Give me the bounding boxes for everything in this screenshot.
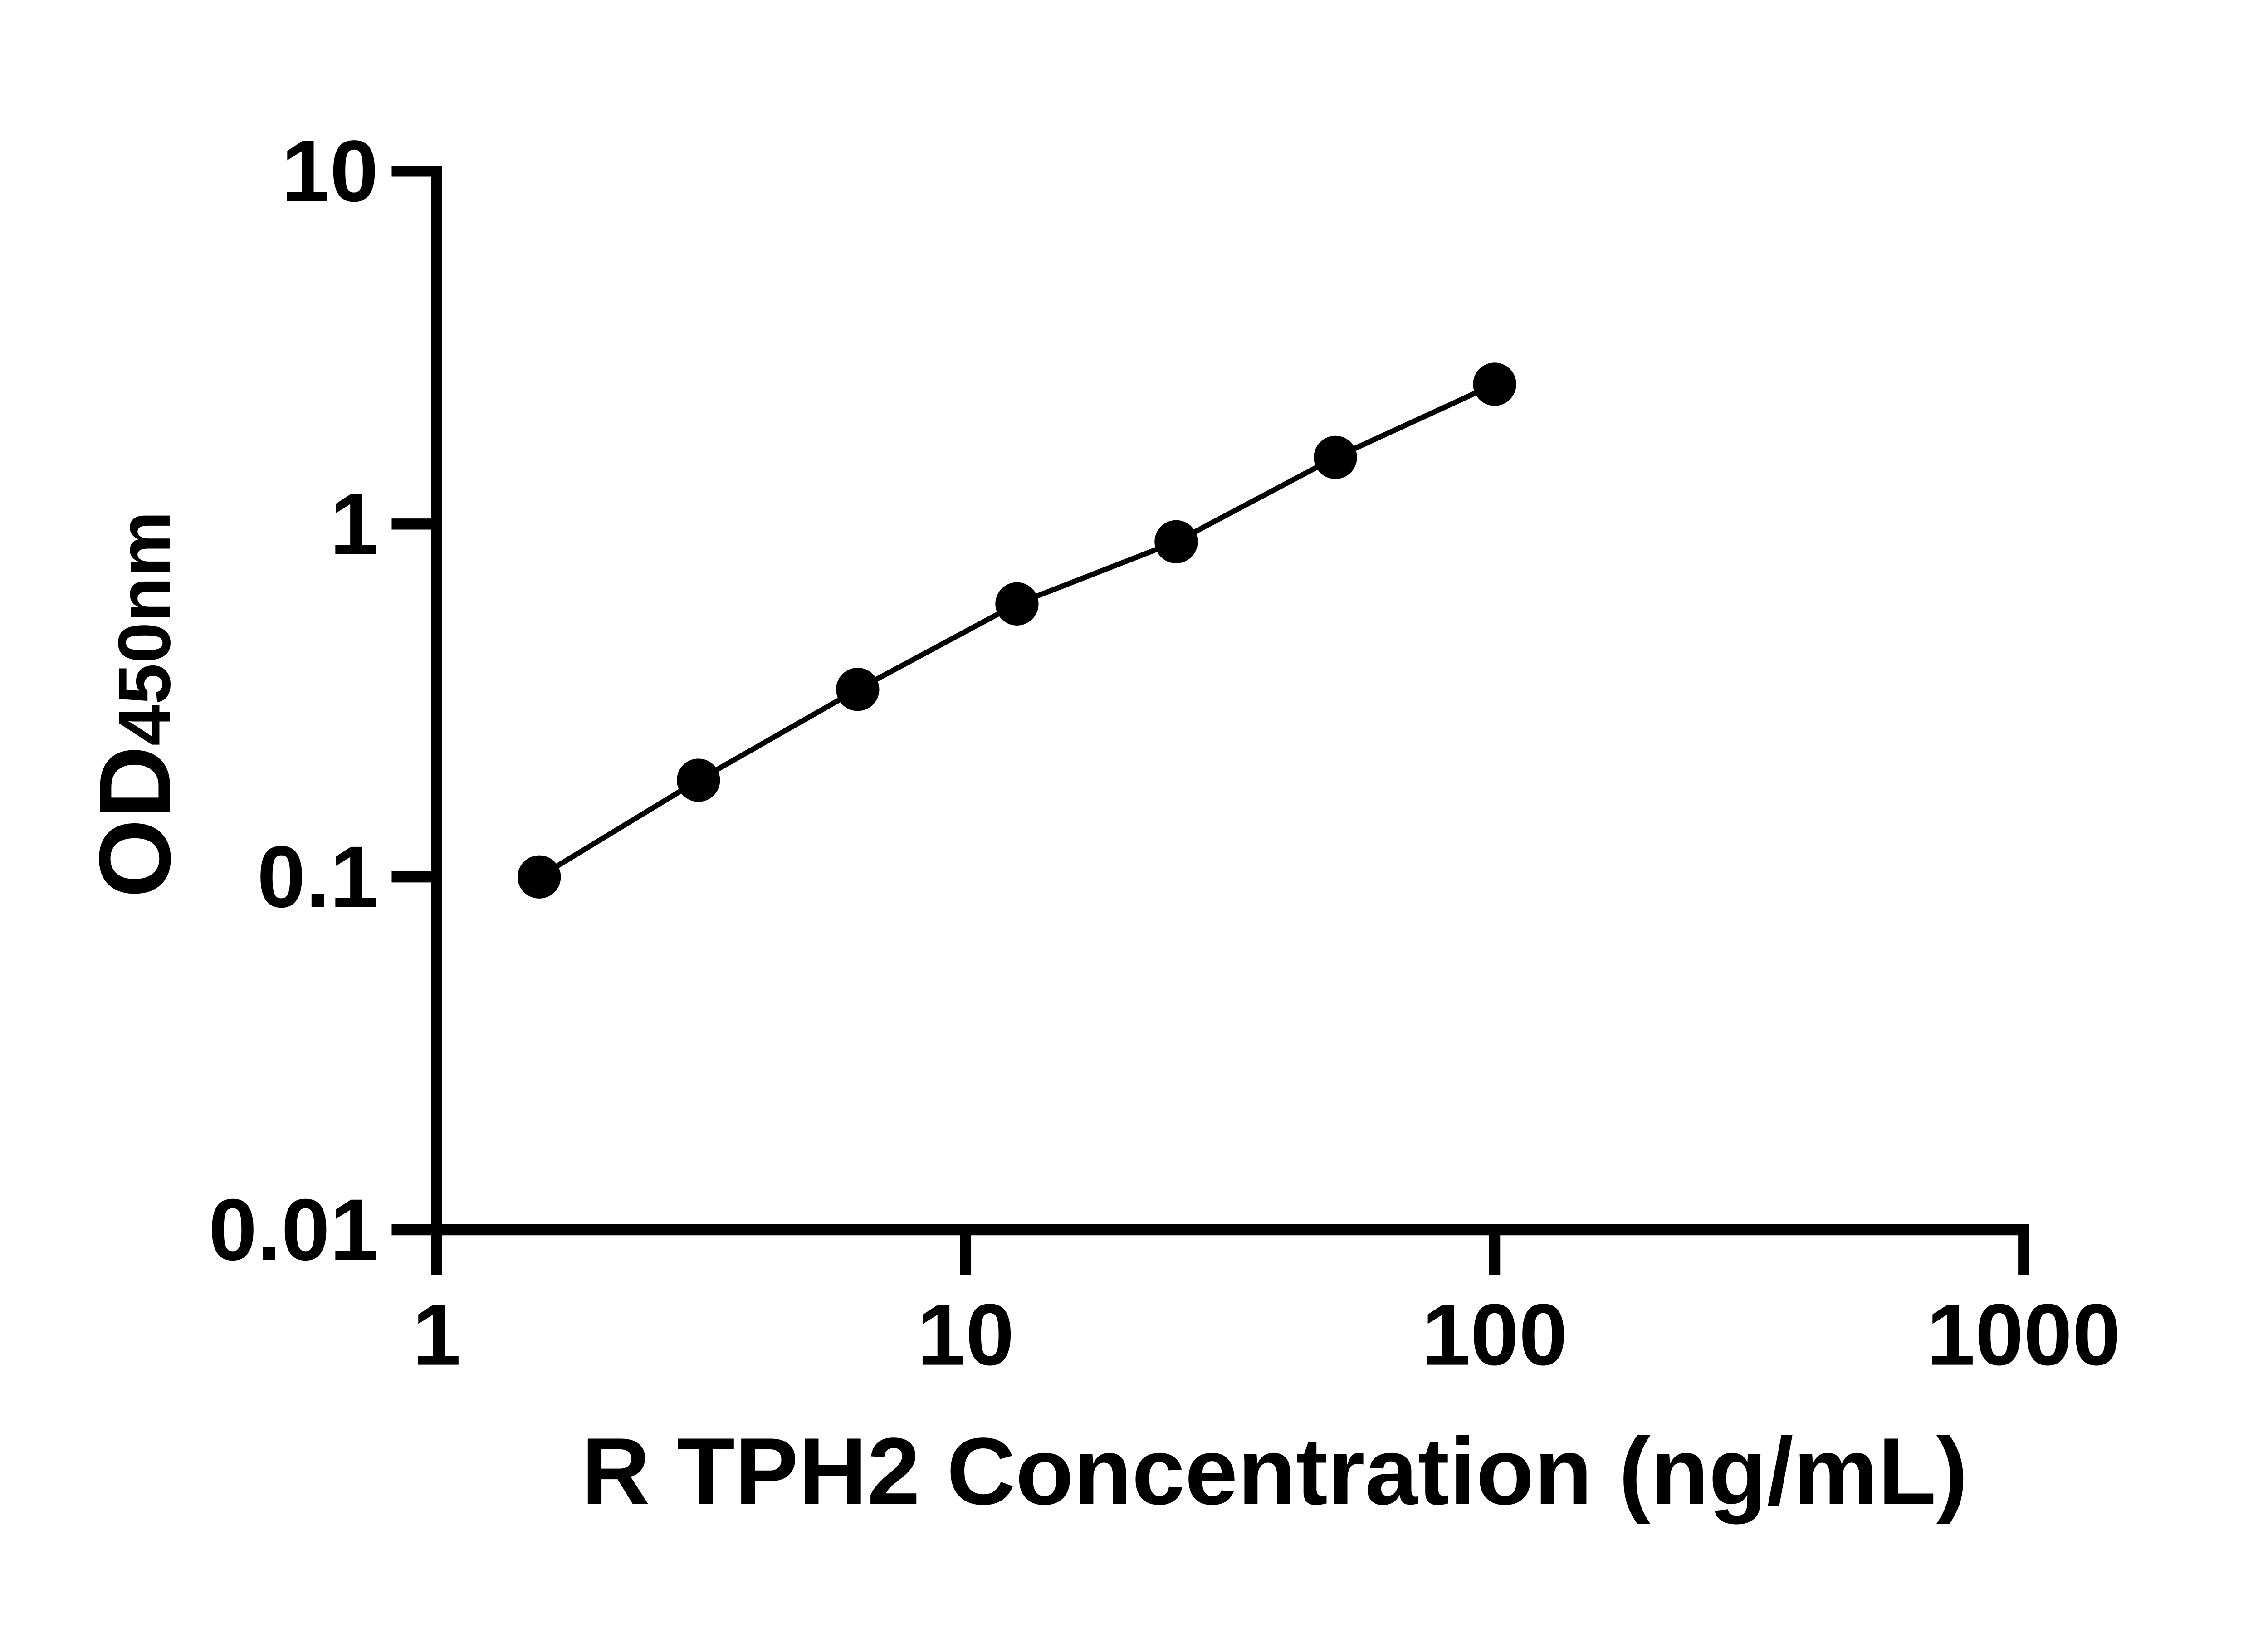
- x-tick-label-1: 1: [412, 1286, 461, 1384]
- data-point-5: [1154, 520, 1198, 563]
- titles-group: R TPH2 Concentration (ng/mL) OD450nm: [78, 511, 1968, 1524]
- y-tick-label-0.1: 0.1: [257, 828, 379, 925]
- data-point-4: [995, 582, 1039, 626]
- data-point-1: [518, 855, 561, 899]
- y-tick-label-10: 10: [281, 122, 378, 220]
- y-axis-title-base: OD: [78, 746, 191, 898]
- data-point-2: [677, 758, 720, 802]
- y-tick-label-0.01: 0.01: [209, 1181, 379, 1278]
- data-point-7: [1473, 362, 1516, 406]
- y-axis-title: OD450nm: [78, 511, 191, 898]
- axes-group: 1 10 100 1000 10 1 0.1 0.01: [209, 122, 2121, 1384]
- x-tick-label-10: 10: [917, 1286, 1014, 1384]
- x-tick-label-100: 100: [1422, 1286, 1567, 1384]
- data-point-3: [836, 668, 880, 711]
- series-group: [518, 362, 1516, 899]
- y-axis-title-subscript: 450nm: [103, 511, 186, 746]
- x-axis-title: R TPH2 Concentration (ng/mL): [582, 1418, 1968, 1525]
- data-point-6: [1314, 435, 1357, 479]
- x-tick-label-1000: 1000: [1926, 1286, 2121, 1384]
- y-tick-label-1: 1: [330, 475, 378, 572]
